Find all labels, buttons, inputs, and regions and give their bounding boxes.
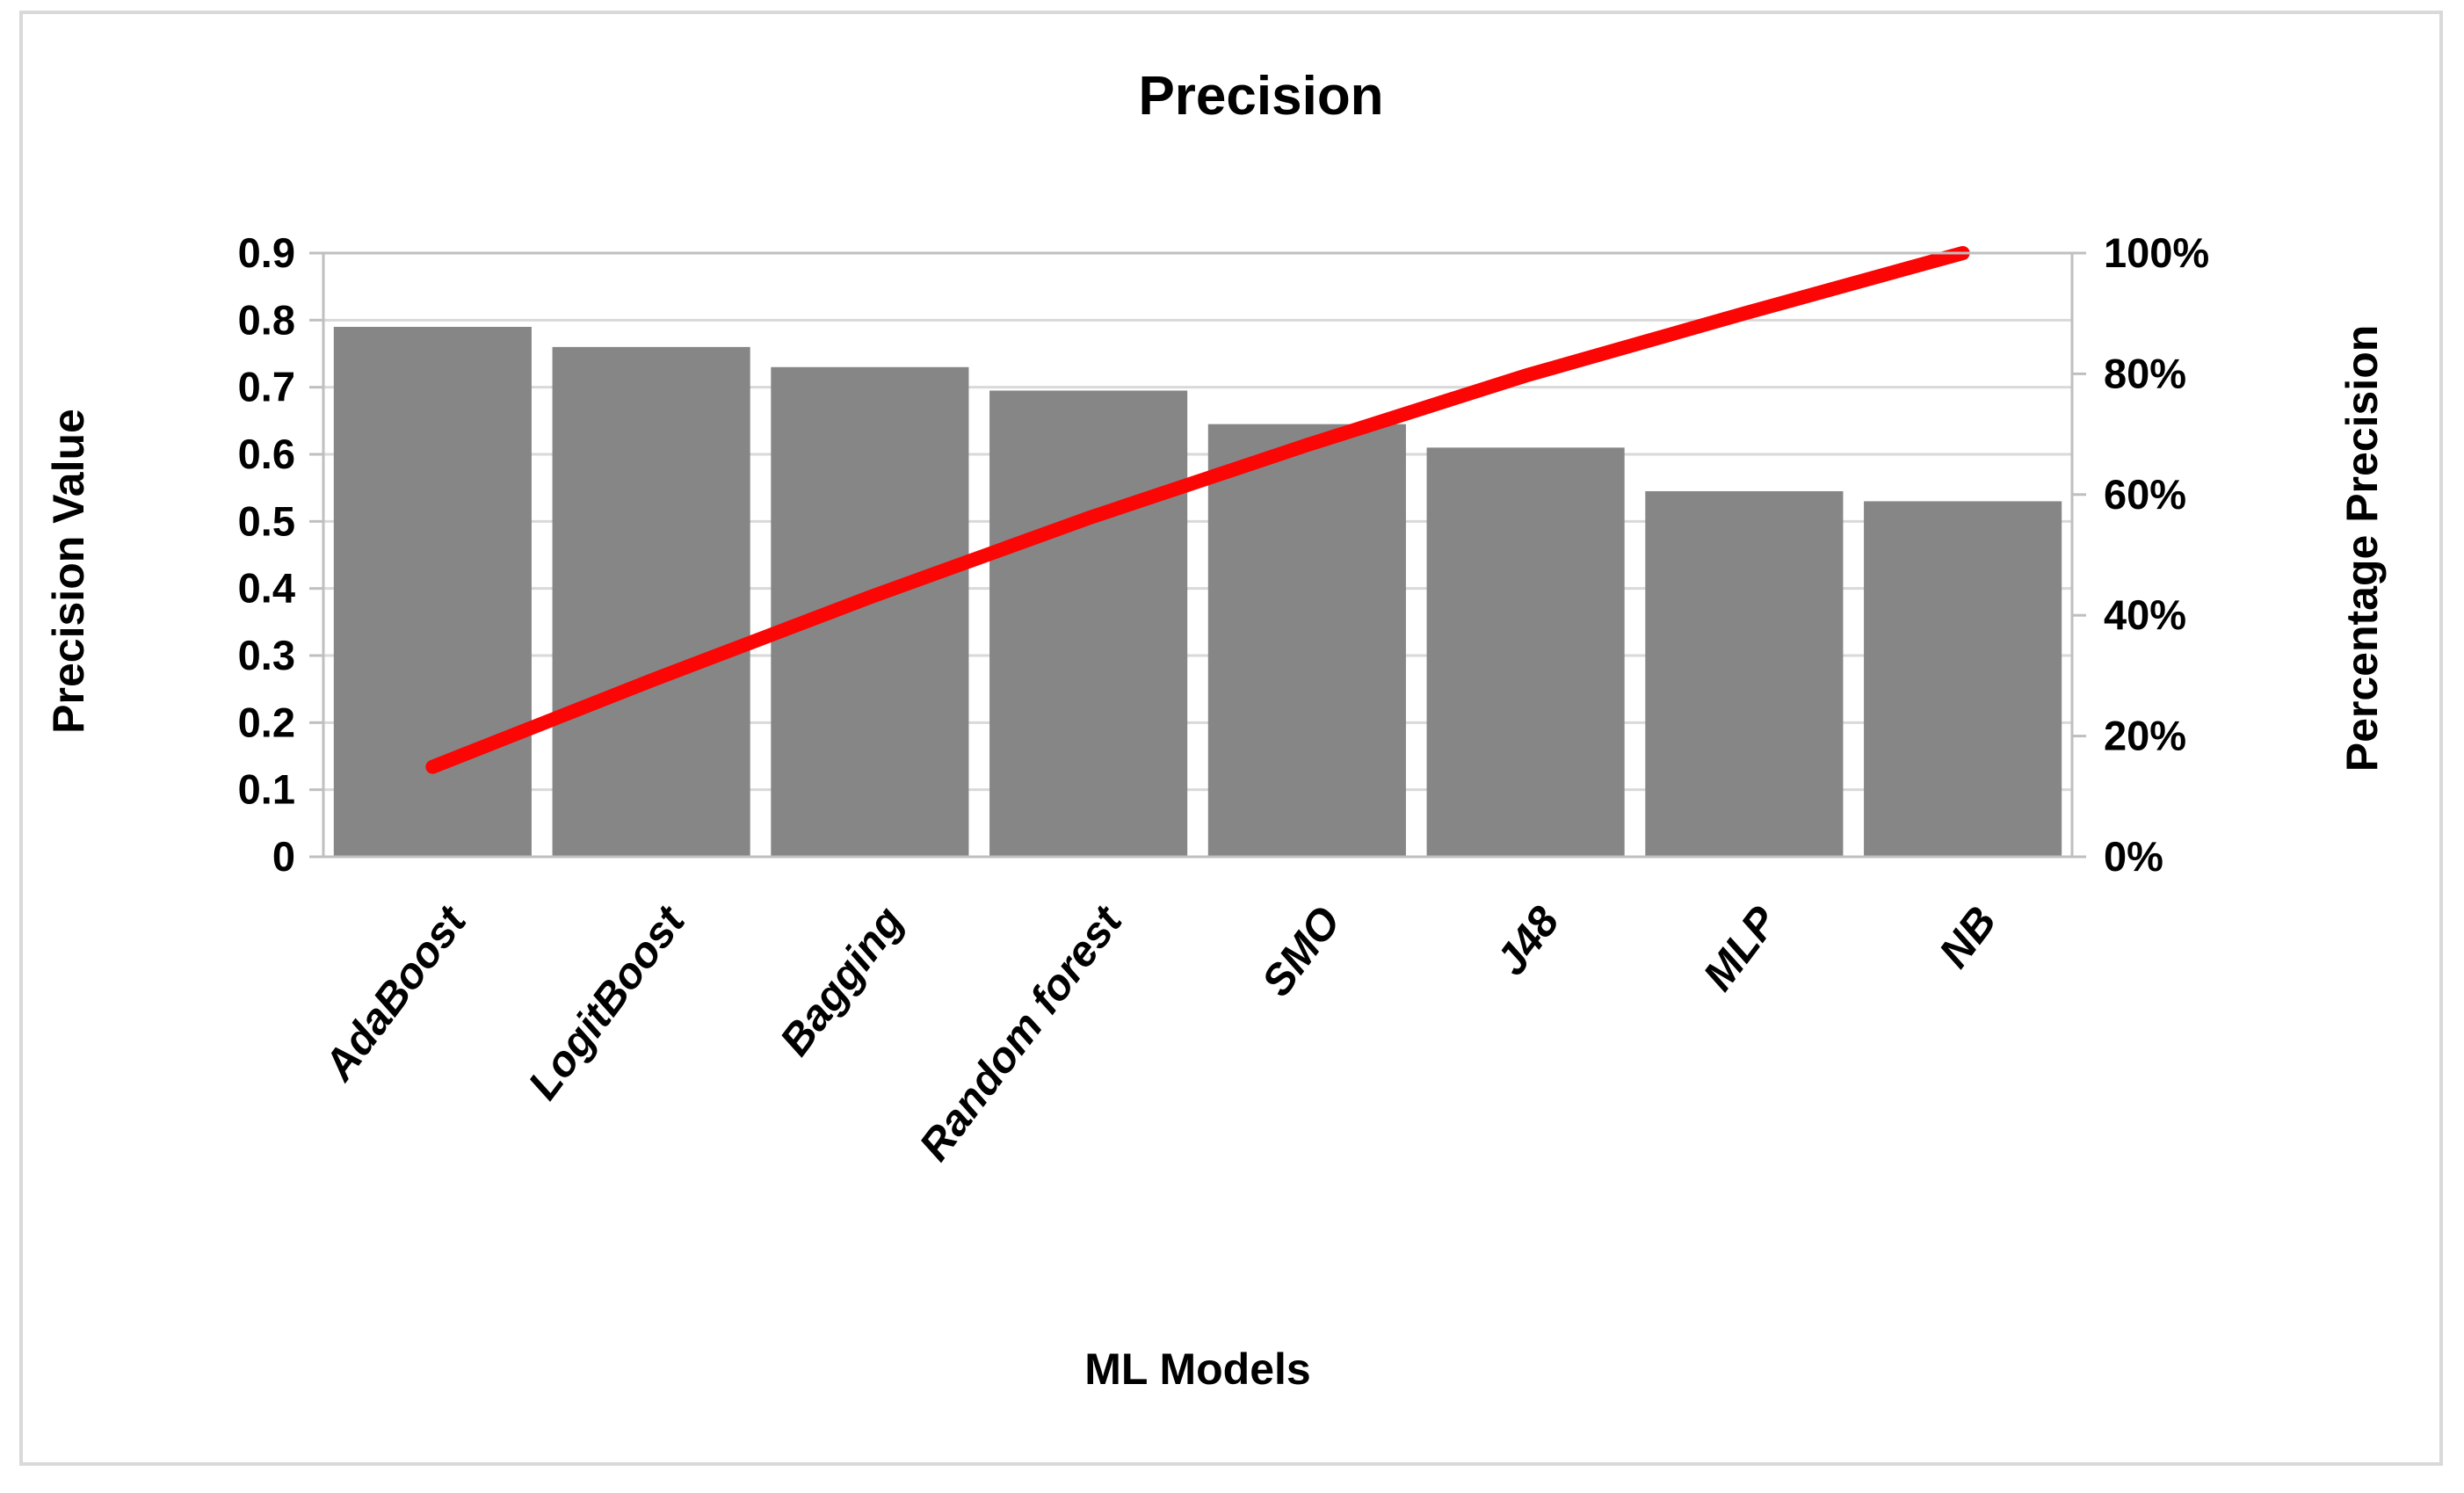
right-tick-label-80%: 80%	[2104, 350, 2186, 396]
left-tick-label-0.9: 0.9	[238, 229, 295, 276]
bar-logitboost	[552, 346, 750, 857]
bar-adaboost	[333, 326, 532, 857]
left-tick-label-0.5: 0.5	[238, 497, 295, 544]
cumulative-percentage-line	[425, 246, 1970, 774]
tick-labels-layer: 0.9 0.8 0.7 0.6 0.5 0.4 0.3 0.2 0.1 0 100% 80% 60% 40…	[238, 229, 2210, 880]
axes-layer	[309, 251, 2086, 859]
right-tick-label-20%: 20%	[2104, 713, 2186, 759]
right-tick-label-0%: 0%	[2104, 833, 2163, 880]
left-tick-label-0.8: 0.8	[238, 296, 295, 343]
cumulative-line-layer	[425, 246, 1970, 774]
x-axis-title: ML Models	[1084, 1344, 1310, 1394]
right-tick-label-40%: 40%	[2104, 591, 2186, 638]
chart-title: Precision	[1138, 66, 1383, 127]
left-tick-label-0.1: 0.1	[238, 766, 295, 813]
left-tick-label-0: 0	[272, 833, 295, 880]
left-axis-title: Precision Value	[44, 409, 93, 734]
left-tick-label-0.7: 0.7	[238, 364, 295, 410]
bar-bagging	[771, 366, 969, 857]
right-tick-label-60%: 60%	[2104, 471, 2186, 518]
bar-j48	[1426, 447, 1625, 857]
bar-nb	[1864, 501, 2062, 857]
left-tick-label-0.4: 0.4	[238, 565, 295, 612]
bar-smo	[1207, 424, 1406, 857]
left-tick-label-0.3: 0.3	[238, 632, 295, 678]
bar-series-layer	[333, 326, 2062, 857]
plot-area-border	[322, 251, 2074, 859]
bar-random-forest	[989, 390, 1188, 857]
left-tick-label-0.6: 0.6	[238, 431, 295, 477]
bar-mlp	[1645, 490, 1844, 857]
right-axis-title: Percentage Precision	[2337, 325, 2387, 772]
right-tick-label-100%: 100%	[2104, 229, 2209, 276]
left-tick-label-0.2: 0.2	[238, 699, 295, 745]
